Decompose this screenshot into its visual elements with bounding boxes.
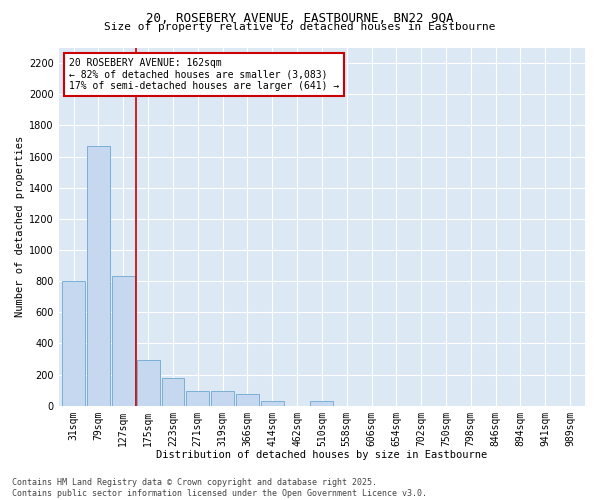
Bar: [261, 401, 284, 406]
Bar: [62, 281, 85, 406]
Text: Contains HM Land Registry data © Crown copyright and database right 2025.
Contai: Contains HM Land Registry data © Crown c…: [12, 478, 427, 498]
X-axis label: Distribution of detached houses by size in Eastbourne: Distribution of detached houses by size …: [156, 450, 488, 460]
Text: 20, ROSEBERY AVENUE, EASTBOURNE, BN22 9QA: 20, ROSEBERY AVENUE, EASTBOURNE, BN22 9Q…: [146, 12, 454, 26]
Bar: [187, 391, 209, 406]
Text: Size of property relative to detached houses in Eastbourne: Size of property relative to detached ho…: [104, 22, 496, 32]
Bar: [87, 146, 110, 406]
Bar: [161, 378, 184, 406]
Bar: [112, 276, 135, 406]
Bar: [211, 391, 234, 406]
Text: 20 ROSEBERY AVENUE: 162sqm
← 82% of detached houses are smaller (3,083)
17% of s: 20 ROSEBERY AVENUE: 162sqm ← 82% of deta…: [70, 58, 340, 92]
Bar: [137, 360, 160, 406]
Bar: [310, 401, 334, 406]
Y-axis label: Number of detached properties: Number of detached properties: [15, 136, 25, 317]
Bar: [236, 394, 259, 406]
